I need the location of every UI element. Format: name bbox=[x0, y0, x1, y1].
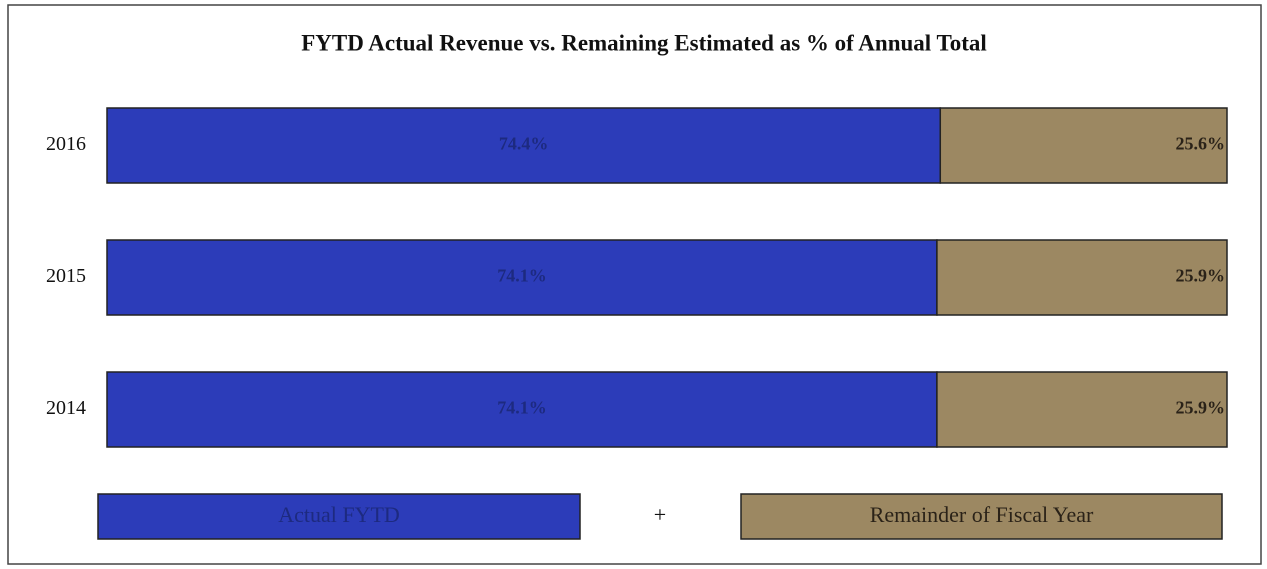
bar-segment bbox=[106, 371, 938, 448]
data-label: 74.1% bbox=[497, 398, 547, 418]
data-label: 25.9% bbox=[1176, 266, 1226, 286]
legend-label: Remainder of Fiscal Year bbox=[870, 502, 1094, 527]
legend-separator: + bbox=[654, 502, 666, 527]
bar-segment bbox=[106, 239, 938, 316]
data-label: 25.6% bbox=[1176, 134, 1226, 154]
legend-swatch bbox=[97, 493, 581, 540]
y-tick-label: 2015 bbox=[46, 265, 86, 287]
bar-segment bbox=[106, 107, 942, 184]
data-label: 74.1% bbox=[497, 266, 547, 286]
y-tick-label: 2014 bbox=[46, 397, 86, 419]
chart-title: FYTD Actual Revenue vs. Remaining Estima… bbox=[301, 30, 987, 55]
legend-swatch bbox=[740, 493, 1223, 540]
bar-segment bbox=[936, 239, 1228, 316]
bar-segment bbox=[939, 107, 1228, 184]
data-label: 25.9% bbox=[1176, 398, 1226, 418]
legend-label: Actual FYTD bbox=[278, 502, 400, 527]
data-label: 74.4% bbox=[499, 134, 549, 154]
bar-segment bbox=[936, 371, 1228, 448]
y-tick-label: 2016 bbox=[46, 133, 86, 155]
